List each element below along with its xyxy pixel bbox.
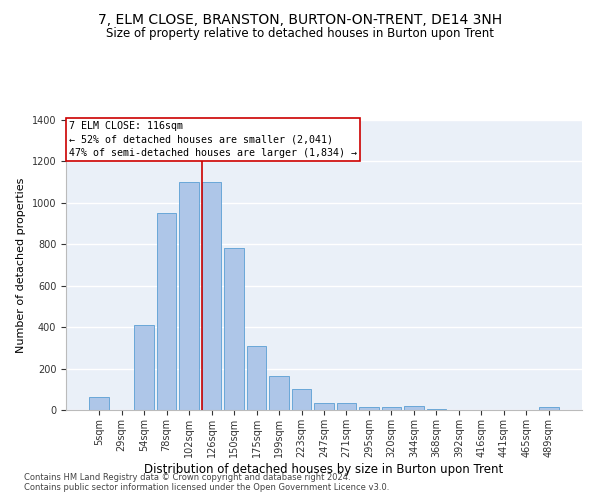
Bar [404,406,424,410]
Bar [179,182,199,410]
Text: Contains public sector information licensed under the Open Government Licence v3: Contains public sector information licen… [24,484,389,492]
Bar [292,390,311,410]
Bar [539,407,559,410]
Text: 7, ELM CLOSE, BRANSTON, BURTON-ON-TRENT, DE14 3NH: 7, ELM CLOSE, BRANSTON, BURTON-ON-TRENT,… [98,12,502,26]
Bar [382,407,401,410]
Text: Size of property relative to detached houses in Burton upon Trent: Size of property relative to detached ho… [106,28,494,40]
Bar [337,403,356,410]
Bar [157,213,176,410]
Bar [202,182,221,410]
Text: 7 ELM CLOSE: 116sqm
← 52% of detached houses are smaller (2,041)
47% of semi-det: 7 ELM CLOSE: 116sqm ← 52% of detached ho… [68,122,356,158]
Bar [269,376,289,410]
Y-axis label: Number of detached properties: Number of detached properties [16,178,26,352]
Bar [224,248,244,410]
Bar [134,325,154,410]
X-axis label: Distribution of detached houses by size in Burton upon Trent: Distribution of detached houses by size … [145,462,503,475]
Bar [247,346,266,410]
Bar [359,407,379,410]
Bar [427,409,446,410]
Bar [89,396,109,410]
Bar [314,403,334,410]
Text: Contains HM Land Registry data © Crown copyright and database right 2024.: Contains HM Land Registry data © Crown c… [24,474,350,482]
